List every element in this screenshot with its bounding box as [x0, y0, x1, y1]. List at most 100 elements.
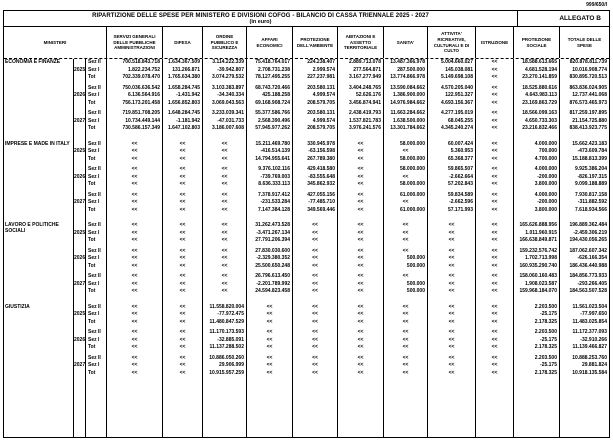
spacer-cell: [107, 188, 163, 192]
year-label: 2027: [74, 117, 86, 125]
value-cell: 349.569.446: [293, 206, 338, 214]
spacer-row: [4, 132, 609, 141]
spacer-cell: [74, 295, 86, 304]
value-cell: <<: [338, 262, 384, 270]
spacer-cell: [163, 81, 203, 85]
value-cell: 18.525.880.616: [514, 84, 560, 92]
value-cell: 3.233.039.341: [203, 110, 247, 118]
spacer-cell: [4, 107, 74, 110]
value-cell: <<: [338, 222, 384, 230]
value-cell: 131.266.871: [163, 66, 203, 74]
value-cell: 59.865.507: [428, 166, 476, 174]
spacer-cell: [476, 270, 514, 273]
value-cell: <<: [338, 318, 384, 326]
value-cell: <<: [428, 311, 476, 319]
value-cell: 4.643.983.113: [514, 92, 560, 100]
value-cell: <<: [428, 247, 476, 255]
year-label: [74, 110, 86, 118]
spacer-cell: [107, 326, 163, 329]
value-cell: -2.459.306.219: [573, 229, 607, 236]
spacer-cell: [384, 107, 428, 110]
year-label: [74, 318, 86, 326]
value-cell: 11.561.023.504: [572, 303, 607, 310]
spacer-cell: [428, 107, 476, 110]
value-cell: 196.889.362.484: [569, 222, 607, 228]
spacer-cell: [4, 81, 74, 85]
value-cell: -739.769.003: [247, 173, 293, 181]
spacer-cell: [86, 214, 107, 222]
value-cell: <<: [163, 336, 203, 344]
ministry-name: ECONOMIA E FINANZE: [5, 59, 61, 65]
section-label: Sez I: [86, 92, 107, 100]
table-row: 2025 Sez I 1.822.234.752 131.266.871 -39.942…: [4, 66, 609, 74]
value-cell: <<: [476, 99, 514, 107]
value-cell: <<: [428, 222, 476, 230]
spacer-cell: [86, 270, 107, 273]
value-cell: 4.000.000: [514, 166, 560, 174]
section-label: Sez II: [86, 191, 107, 199]
value-cell: 756.173.201.458: [107, 99, 163, 107]
year-label: [74, 273, 86, 281]
section-label: Tot: [86, 125, 107, 133]
value-cell: 876.573.465.973: [569, 99, 607, 106]
value-cell: <<: [384, 199, 428, 207]
value-cell: 3.404.248.765: [338, 84, 384, 92]
value-cell: <<: [293, 311, 338, 319]
value-cell: <<: [476, 237, 514, 245]
spacer-cell: [163, 351, 203, 355]
value-cell: 14.794.955.641: [247, 155, 293, 163]
ministry-name-cell: [4, 148, 74, 156]
value-cell: <<: [428, 303, 476, 311]
year-label: [74, 354, 86, 362]
value-cell: 500.000: [384, 280, 428, 288]
spacer-cell: [428, 377, 476, 437]
value-cell: <<: [338, 199, 384, 207]
value-cell: 4.693.156.367: [428, 99, 476, 107]
value-cell: <<: [338, 362, 384, 370]
value-cell: <<: [476, 247, 514, 255]
value-cell: 10.886.050.260: [203, 354, 247, 362]
spacer-row: [4, 326, 609, 329]
table-row: Sez II << << 10.886.050.260 << << << << << << 2.20…: [4, 354, 609, 362]
value-cell: 2.178.325: [514, 318, 560, 326]
value-cell: -32.885.091: [203, 336, 247, 344]
spacer-row: [4, 214, 609, 222]
value-cell: 184.856.773.933: [569, 273, 607, 279]
value-cell: 2.203.500: [514, 303, 560, 311]
ministry-name-cell: [4, 344, 74, 352]
value-cell: 52.626.176: [338, 92, 384, 100]
value-cell: 3.074.279.532: [203, 74, 247, 82]
value-cell: <<: [293, 229, 338, 237]
year-label: [74, 74, 86, 82]
spacer-cell: [86, 107, 107, 110]
spacer-cell: [203, 351, 247, 355]
spacer-cell: [4, 377, 74, 437]
value-cell: 287.500.000: [384, 66, 428, 74]
ministry-name-cell: [4, 369, 74, 377]
spacer-cell: [428, 351, 476, 355]
value-cell: <<: [476, 222, 514, 230]
value-cell: <<: [428, 369, 476, 377]
column-header-sanita: SANITA': [384, 27, 428, 58]
value-cell: <<: [247, 336, 293, 344]
value-cell: <<: [476, 155, 514, 163]
value-cell: 2.568.390.496: [247, 117, 293, 125]
spacer-cell: [107, 377, 163, 437]
spacer-cell: [293, 244, 338, 248]
spacer-cell: [338, 351, 384, 355]
spacer-cell: [74, 81, 86, 85]
spacer-cell: [203, 81, 247, 85]
value-cell: 8.636.333.113: [247, 181, 293, 189]
table-row: 2026 Sez I << << -32.885.091 << << << << << << -25.…: [4, 336, 609, 344]
value-cell: -231.533.284: [247, 199, 293, 207]
spacer-cell: [338, 326, 384, 329]
value-cell: <<: [203, 181, 247, 189]
value-cell: 1.656.852.803: [163, 99, 203, 107]
spacer-cell: [86, 351, 107, 355]
spacer-cell: [476, 295, 514, 304]
value-cell: 9.925.386.204: [575, 166, 607, 172]
spacer-cell: [293, 132, 338, 141]
value-cell: <<: [476, 181, 514, 189]
value-cell: -200.000: [514, 173, 560, 181]
